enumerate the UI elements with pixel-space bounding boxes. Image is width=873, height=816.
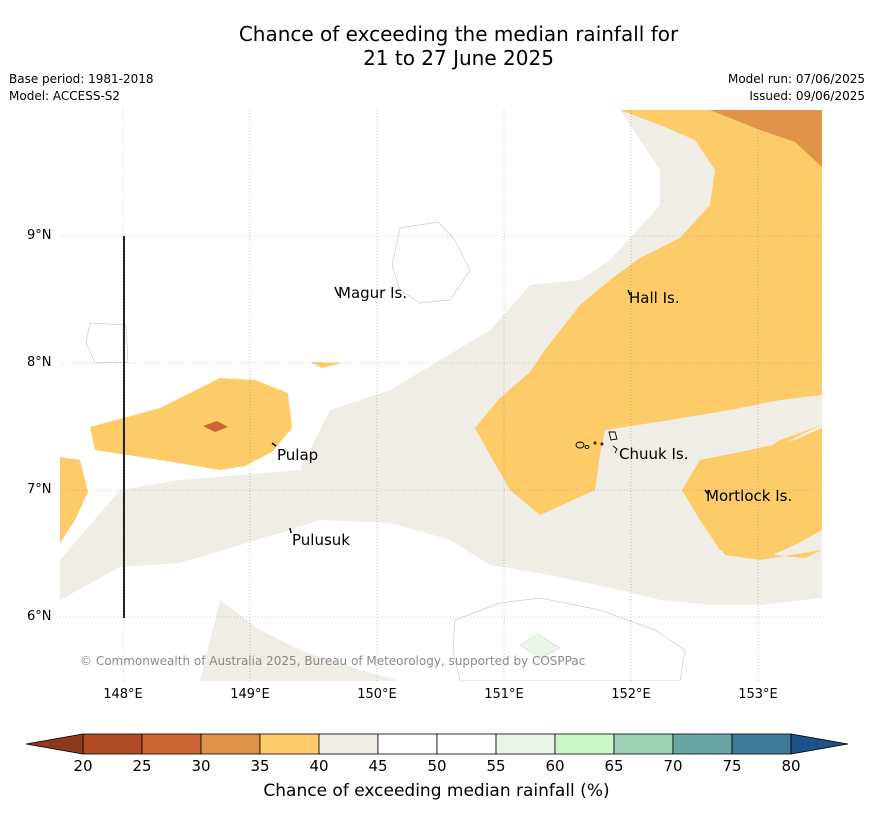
colorbar-cell xyxy=(377,733,438,755)
region-white-north xyxy=(60,140,660,396)
mortlock-island-marker xyxy=(704,489,709,495)
model-name: Model: ACCESS-S2 xyxy=(9,89,121,103)
colorbar-tick-label: 30 xyxy=(191,757,211,775)
place-label-pulusuk: Pulusuk xyxy=(292,531,350,549)
colorbar-tick-label: 80 xyxy=(781,757,801,775)
copyright-notice: © Commonwealth of Australia 2025, Bureau… xyxy=(80,654,585,668)
region-35-40-west-edge xyxy=(60,457,88,543)
region-white-loop-b xyxy=(85,322,129,364)
lon-tick-151e: 151°E xyxy=(484,687,524,702)
region-40-45-sw xyxy=(200,600,400,681)
colorbar-cell xyxy=(436,733,497,755)
colorbar-cell xyxy=(200,733,261,755)
colorbar-tick-label: 60 xyxy=(545,757,565,775)
map-panel: Magur Is. Hall Is. Pulap Chuuk Is. Mortl… xyxy=(60,110,822,681)
region-35-40-east xyxy=(475,110,822,560)
colorbar-cell xyxy=(259,733,320,755)
magur-island-marker xyxy=(334,286,340,297)
colorbar-tick-label: 45 xyxy=(368,757,388,775)
colorbar-tick-label: 55 xyxy=(486,757,506,775)
place-label-pulap: Pulap xyxy=(277,446,318,464)
colorbar-tick-label: 35 xyxy=(250,757,270,775)
title-line-2: 21 to 27 June 2025 xyxy=(363,46,554,70)
place-label-hall: Hall Is. xyxy=(629,289,680,307)
colorbar-tick-label: 50 xyxy=(427,757,447,775)
colorbar-cell xyxy=(672,733,733,755)
colorbar xyxy=(25,733,849,755)
region-35-40-small xyxy=(310,362,342,368)
colorbar-over-arrow xyxy=(790,733,849,755)
lat-tick-6n: 6°N xyxy=(27,609,52,624)
region-35-40-mortlock xyxy=(682,428,822,560)
meta-right: Model run: 07/06/2025 Issued: 09/06/2025 xyxy=(728,71,865,105)
region-30-35-northeast xyxy=(710,110,822,167)
issued-date: Issued: 09/06/2025 xyxy=(749,89,865,103)
colorbar-tick-label: 20 xyxy=(73,757,93,775)
pulusuk-island-marker xyxy=(289,527,292,534)
pulap-island-marker xyxy=(271,442,277,447)
place-label-magur: Magur Is. xyxy=(338,284,407,302)
region-35-40-pulap xyxy=(90,378,292,470)
map-svg: Magur Is. Hall Is. Pulap Chuuk Is. Mortl… xyxy=(60,110,822,681)
lat-tick-8n: 8°N xyxy=(27,355,52,370)
chuuk-island-marker xyxy=(575,431,618,454)
colorbar-cells xyxy=(82,733,792,755)
region-55-60-patch xyxy=(519,633,561,659)
lon-tick-148e: 148°E xyxy=(103,687,143,702)
region-white-loop-a xyxy=(391,221,471,304)
colorbar-tick-label: 75 xyxy=(722,757,742,775)
colorbar-tick-label: 25 xyxy=(132,757,152,775)
colorbar-under-arrow xyxy=(25,733,84,755)
place-label-chuuk: Chuuk Is. xyxy=(619,445,688,463)
lon-tick-153e: 153°E xyxy=(738,687,778,702)
title-line-1: Chance of exceeding the median rainfall … xyxy=(238,22,679,46)
colorbar-label: Chance of exceeding median rainfall (%) xyxy=(263,781,610,801)
base-period: Base period: 1981-2018 xyxy=(9,72,154,86)
colorbar-tick-label: 40 xyxy=(309,757,329,775)
lat-tick-9n: 9°N xyxy=(27,228,52,243)
place-label-mortlock: Mortlock Is. xyxy=(706,487,792,505)
colorbar-cell xyxy=(731,733,792,755)
lon-tick-150e: 150°E xyxy=(357,687,397,702)
colorbar-cell xyxy=(318,733,379,755)
colorbar-tick-label: 65 xyxy=(604,757,624,775)
lat-tick-7n: 7°N xyxy=(27,482,52,497)
hall-island-marker xyxy=(627,289,631,296)
colorbar-cell xyxy=(554,733,615,755)
model-run: Model run: 07/06/2025 xyxy=(727,72,865,86)
lon-tick-149e: 149°E xyxy=(230,687,270,702)
lon-tick-152e: 152°E xyxy=(611,687,651,702)
colorbar-cell xyxy=(141,733,202,755)
map-title: Chance of exceeding the median rainfall … xyxy=(0,22,873,70)
region-white-loop-c xyxy=(452,597,686,681)
colorbar-cell xyxy=(495,733,556,755)
colorbar-cell xyxy=(613,733,674,755)
region-25-30-spot xyxy=(203,421,228,432)
colorbar-cell xyxy=(82,733,143,755)
meta-left: Base period: 1981-2018 Model: ACCESS-S2 xyxy=(9,71,154,105)
colorbar-tick-label: 70 xyxy=(663,757,683,775)
region-40-45-main xyxy=(60,110,822,681)
